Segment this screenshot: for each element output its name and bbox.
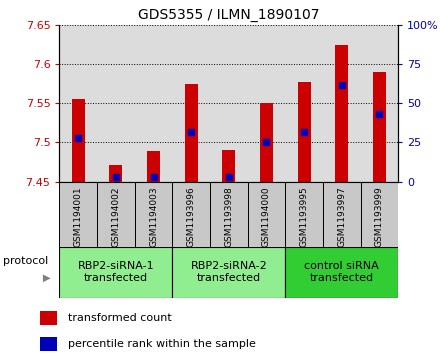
Bar <box>184 84 198 182</box>
Bar <box>323 182 360 247</box>
Bar <box>172 182 210 247</box>
Bar <box>147 151 160 182</box>
Bar <box>172 247 285 298</box>
Text: GSM1194003: GSM1194003 <box>149 187 158 247</box>
Text: control siRNA
transfected: control siRNA transfected <box>304 261 379 283</box>
Bar <box>260 103 273 182</box>
Bar <box>59 247 172 298</box>
Bar <box>135 182 172 247</box>
Text: RBP2-siRNA-2
transfected: RBP2-siRNA-2 transfected <box>191 261 267 283</box>
Bar <box>210 182 248 247</box>
Text: GSM1193996: GSM1193996 <box>187 187 196 248</box>
Bar <box>248 182 285 247</box>
Text: GSM1193997: GSM1193997 <box>337 187 346 248</box>
Text: RBP2-siRNA-1
transfected: RBP2-siRNA-1 transfected <box>77 261 154 283</box>
Bar <box>40 337 57 351</box>
Bar <box>97 182 135 247</box>
Bar <box>297 82 311 182</box>
Text: GSM1193999: GSM1193999 <box>375 187 384 248</box>
Text: GSM1194000: GSM1194000 <box>262 187 271 247</box>
Bar <box>222 150 235 182</box>
Text: GSM1193995: GSM1193995 <box>300 187 308 248</box>
Bar <box>109 165 122 182</box>
Text: percentile rank within the sample: percentile rank within the sample <box>68 339 256 349</box>
Text: GSM1194002: GSM1194002 <box>111 187 121 247</box>
Bar <box>335 45 348 182</box>
Bar <box>285 247 398 298</box>
Title: GDS5355 / ILMN_1890107: GDS5355 / ILMN_1890107 <box>138 8 319 22</box>
Text: protocol: protocol <box>3 256 48 266</box>
Text: GSM1193998: GSM1193998 <box>224 187 233 248</box>
Text: GSM1194001: GSM1194001 <box>74 187 83 247</box>
Bar <box>285 182 323 247</box>
Bar <box>40 311 57 325</box>
Bar <box>72 99 85 182</box>
Bar <box>373 72 386 182</box>
Text: transformed count: transformed count <box>68 313 172 323</box>
Bar <box>59 182 97 247</box>
Bar <box>360 182 398 247</box>
